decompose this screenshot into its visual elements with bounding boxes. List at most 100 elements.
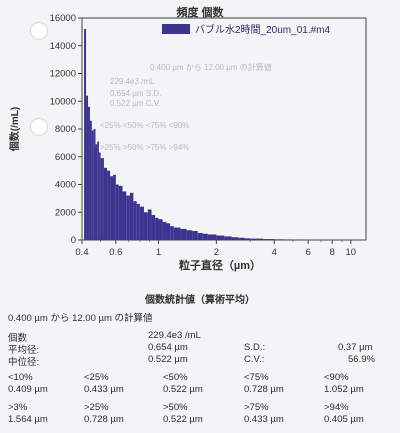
histogram-bar (143, 212, 148, 240)
punch-hole (30, 22, 48, 40)
histogram-bar (250, 238, 264, 240)
percentile-label: <50% (163, 372, 188, 383)
histogram-bar (136, 203, 140, 240)
count-value: 229.4e3 /mL (148, 330, 201, 341)
histogram-bar (88, 106, 90, 240)
y-tick-label: 4000 (55, 180, 76, 191)
histogram-bar (103, 167, 108, 240)
histogram-bar (93, 129, 96, 240)
histogram-bar (126, 195, 130, 240)
percentile-label: >50% (163, 402, 188, 413)
x-axis-label: 粒子直径（µm） (179, 258, 261, 272)
punch-hole (30, 118, 48, 136)
y-tick-label: 0 (71, 235, 76, 246)
percentile-label: <25% (84, 372, 109, 383)
histogram-bar (139, 206, 144, 240)
legend-swatch (162, 24, 190, 34)
y-axis-label: 個数(/mL) (8, 107, 21, 152)
x-tick-label: 1 (156, 247, 161, 258)
count-label: 個数 (8, 333, 28, 344)
bleed-through-text: 0.654 µm S.D. (110, 89, 161, 98)
percentile-value: 0.409 µm (8, 384, 48, 395)
histogram-bar (173, 227, 181, 240)
histogram-bar (263, 239, 275, 240)
x-tick-label: 10 (345, 247, 356, 258)
histogram-bar (110, 176, 114, 240)
legend-label: バブル水2時間_20um_01.#m4 (195, 23, 330, 36)
histogram-bar (244, 238, 251, 240)
percentile-value: 1.052 µm (324, 384, 364, 395)
bleed-through-text: 229.4e3 /mL (110, 77, 155, 86)
x-tick-label: 2 (214, 247, 219, 258)
histogram-bar (292, 239, 309, 241)
percentile-value: 0.522 µm (163, 384, 203, 395)
median-value: 0.522 µm (148, 354, 188, 365)
sd-value: 0.37 µm (338, 342, 373, 353)
percentile-value: 0.728 µm (84, 414, 124, 425)
histogram-bar (84, 29, 87, 240)
histogram-bar (231, 237, 239, 240)
histogram-bar (122, 191, 127, 240)
histogram-bar (151, 215, 156, 240)
y-tick-label: 10000 (50, 96, 76, 107)
y-tick-label: 14000 (50, 41, 76, 52)
histogram-bar (216, 235, 225, 240)
histogram-bar (91, 130, 94, 240)
cv-label: C.V.: (244, 354, 265, 365)
histogram-bar (118, 185, 123, 240)
histogram-bar (186, 230, 193, 240)
x-tick-label: 6 (305, 247, 310, 258)
x-tick-label: 4 (272, 247, 277, 258)
histogram-bar (147, 209, 152, 240)
percentile-label: >75% (244, 402, 269, 413)
x-tick-label: 0.6 (109, 247, 122, 258)
bleed-through-text: <25% <50% <75% <90% (100, 121, 189, 130)
stats-title: 個数統計値（算術平均） (145, 295, 255, 306)
percentile-value: 0.522 µm (163, 414, 203, 425)
histogram-bar (170, 226, 174, 240)
x-tick-label: 0.4 (75, 247, 88, 258)
histogram-chart: 0.400 µm から 12.00 µm の計算値 229.4e3 /mL 0.… (8, 13, 367, 272)
histogram-bar (284, 239, 293, 240)
percentile-value: 0.433 µm (244, 414, 284, 425)
y-tick-label: 16000 (50, 13, 76, 24)
percentile-value: 0.728 µm (244, 384, 284, 395)
bleed-through-text: 0.522 µm C.V. (110, 99, 161, 108)
percentile-value: 0.433 µm (84, 384, 124, 395)
percentile-value: 0.405 µm (324, 414, 364, 425)
histogram-bar (224, 236, 232, 240)
percentile-label: >3% (8, 402, 28, 413)
percentile-label: >94% (324, 402, 349, 413)
calculation-range: 0.400 µm から 12.00 µm の計算値 (8, 313, 153, 324)
percentile-value: 1.564 µm (8, 414, 48, 425)
bleed-through-text: 0.400 µm から 12.00 µm の計算値 (150, 62, 272, 72)
y-tick-label: 8000 (55, 124, 76, 135)
histogram-bar (166, 223, 171, 240)
y-tick-label: 2000 (55, 207, 76, 218)
histogram-bar (97, 141, 99, 240)
y-tick-label: 6000 (55, 152, 76, 163)
histogram-bar (107, 170, 111, 240)
histogram-bar (95, 144, 98, 240)
histogram-bar (202, 233, 208, 240)
sd-label: S.D.: (244, 342, 266, 353)
percentile-label: >25% (84, 402, 109, 413)
percentile-label: <90% (324, 372, 349, 383)
histogram-bar (86, 95, 89, 240)
chart-title: 頻度 個数 (176, 7, 224, 19)
histogram-bar (207, 234, 217, 240)
mean-value: 0.654 µm (148, 342, 188, 353)
y-tick-label: 12000 (50, 69, 76, 80)
histogram-bar (308, 239, 321, 241)
histogram-bar (197, 233, 203, 240)
histogram-bar (98, 152, 101, 240)
histogram-bar (129, 192, 134, 240)
mean-label: 平均径: (8, 345, 40, 356)
median-label: 中位径: (8, 357, 40, 368)
histogram-bar (100, 158, 104, 240)
cv-value: 56.9% (348, 354, 375, 365)
histogram-bar (158, 219, 163, 240)
histogram-bar (180, 228, 187, 240)
percentile-label: <10% (8, 372, 33, 383)
percentile-label: <75% (244, 372, 269, 383)
